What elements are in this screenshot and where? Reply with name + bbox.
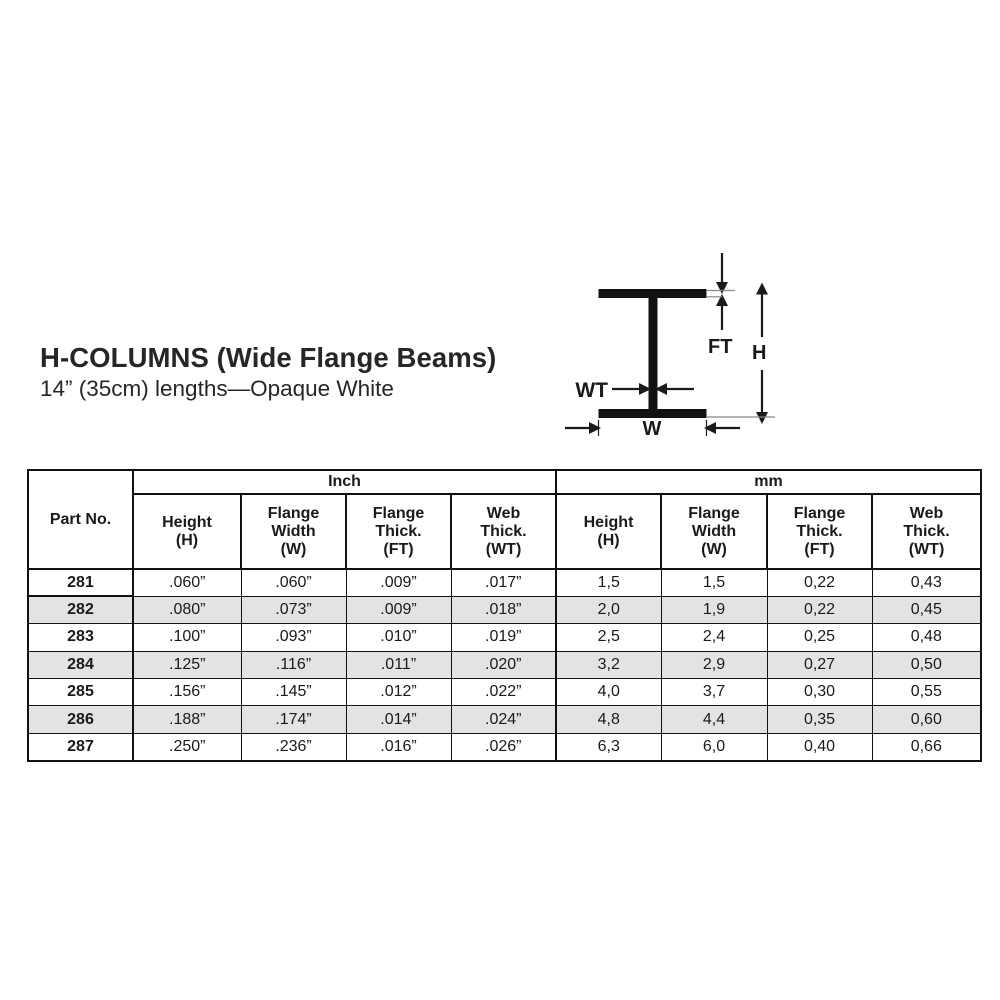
svg-text:WT: WT	[575, 379, 608, 402]
svg-text:FT: FT	[708, 336, 732, 358]
svg-text:H: H	[752, 342, 766, 364]
svg-text:W: W	[643, 418, 662, 440]
